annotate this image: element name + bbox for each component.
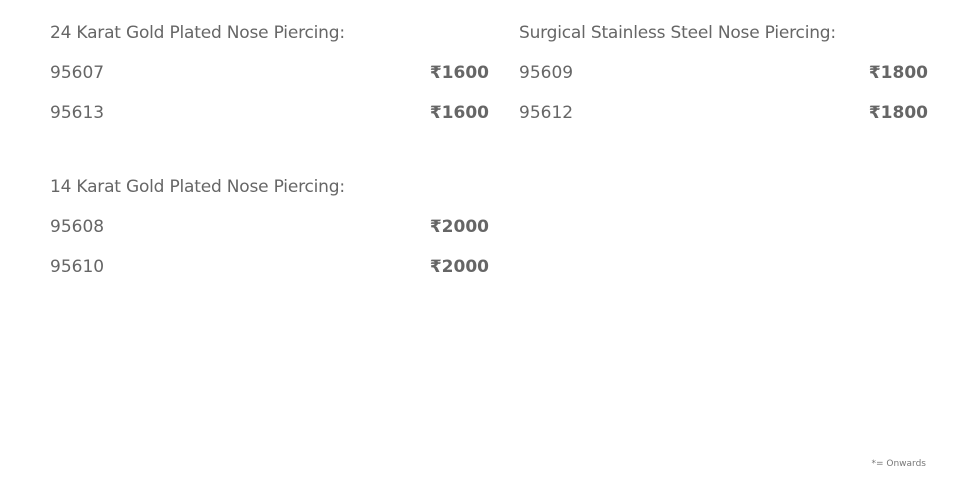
section-surgical-steel: Surgical Stainless Steel Nose Piercing: … [519, 23, 928, 143]
price: ₹2000 [429, 217, 489, 237]
product-code: 95610 [50, 257, 105, 277]
price: ₹1600 [429, 103, 489, 123]
product-code: 95608 [50, 217, 105, 237]
price: ₹2000 [429, 257, 489, 277]
section-title: 14 Karat Gold Plated Nose Piercing: [50, 177, 345, 197]
section-14k-gold: 14 Karat Gold Plated Nose Piercing: 9560… [50, 177, 489, 297]
footnote: *= Onwards [871, 459, 926, 469]
price: ₹1800 [868, 103, 928, 123]
product-code: 95607 [50, 63, 105, 83]
product-code: 95609 [519, 63, 574, 83]
section-24k-gold: 24 Karat Gold Plated Nose Piercing: 9560… [50, 23, 489, 143]
price-row: 95610 ₹2000 [50, 257, 489, 277]
product-code: 95612 [519, 103, 574, 123]
product-code: 95613 [50, 103, 105, 123]
price-row: 95612 ₹1800 [519, 103, 928, 123]
section-title: 24 Karat Gold Plated Nose Piercing: [50, 23, 345, 43]
price: ₹1800 [868, 63, 928, 83]
price-row: 95607 ₹1600 [50, 63, 489, 83]
price: ₹1600 [429, 63, 489, 83]
price-row: 95613 ₹1600 [50, 103, 489, 123]
section-title: Surgical Stainless Steel Nose Piercing: [519, 23, 836, 43]
price-row: 95609 ₹1800 [519, 63, 928, 83]
price-row: 95608 ₹2000 [50, 217, 489, 237]
